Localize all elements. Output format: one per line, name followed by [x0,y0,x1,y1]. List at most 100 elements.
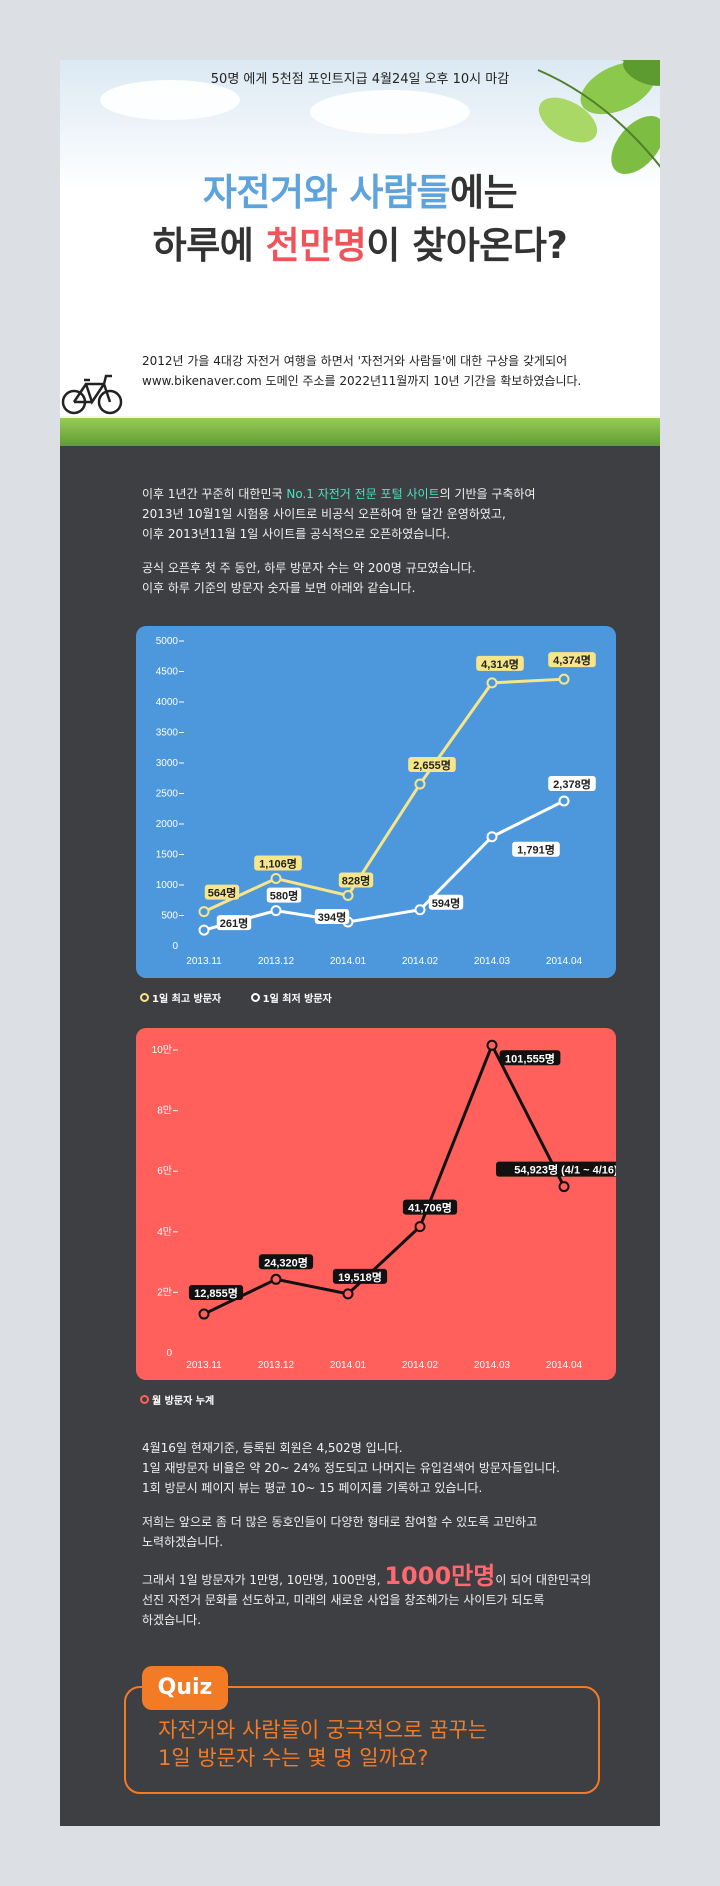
data-point [342,1288,354,1300]
y-tick-label: 0 [166,1348,172,1359]
data-label-bg [188,1285,244,1301]
data-label: 4,314명 [481,657,519,671]
data-label-bg [408,757,456,773]
quiz-box [124,1686,600,1794]
data-label-bg [338,872,374,888]
leaves-icon [537,60,660,175]
text-line: 이후 1년간 꾸준히 대한민국 [142,487,287,501]
data-label-bg [258,1254,314,1270]
y-tick-label: 3000 [156,758,179,769]
grass-strip [60,416,660,446]
x-tick-label: 2014.04 [546,1360,583,1371]
monthly-visitors-chart: 10만 8만 6만 4만 2만 0 2013.11 2013.12 2014.01 2014.02… [136,1028,616,1380]
text-line: 하겠습니다. [142,1613,202,1627]
data-label: 101,555명 [505,1051,555,1065]
data-point [558,795,570,807]
text-line: 1일 재방문자 비율은 약 20~ 24% 정도되고 나머지는 유입검색어 방문… [142,1461,560,1475]
data-label-bg [428,894,464,910]
title-text: 하루에 [152,224,266,267]
title-text: 이 찾아온다? [366,224,568,267]
data-label: 564명 [208,886,236,900]
y-tick-label: 2000 [156,819,179,830]
data-point [414,778,426,790]
data-point [486,677,498,689]
data-label: 12,855명 [194,1286,238,1300]
data-label-bg [332,1268,388,1284]
quiz-tag: Quiz [142,1666,228,1710]
y-tick-label: 4500 [156,667,179,678]
y-tick-label: 1500 [156,850,179,861]
intro-line: www.bikenaver.com 도메인 주소를 2022년11월까지 10년… [142,374,582,388]
data-label: 580명 [270,889,298,903]
data-label-bg [266,887,302,903]
data-label: 2,655명 [413,758,451,772]
y-tick-label: 2500 [156,789,179,800]
quiz-line: 자전거와 사람들이 궁극적으로 꿈꾸는 [158,1718,488,1742]
data-label-bg [499,1050,561,1066]
text-line: 4월16일 현재기준, 등록된 회원은 4,502명 입니다. [142,1441,403,1455]
series-line [203,799,565,932]
promo-banner: 50명 에게 5천점 포인트지급 4월24일 오후 10시 마감 [210,72,510,87]
data-label: 261명 [220,916,248,930]
data-point [486,831,498,843]
x-tick-label: 2014.03 [474,1360,511,1371]
fence-line [60,416,660,421]
x-tick-label: 2014.02 [402,1360,439,1371]
text-line: 공식 오픈후 첫 주 동안, 하루 방문자 수는 약 200명 규모였습니다. [142,561,476,575]
intro-line: 2012년 가을 4대강 자전거 여행을 하면서 '자전거와 사람들'에 대한 … [142,354,568,368]
data-point [486,1039,498,1051]
text-line: 그래서 1일 방문자가 1만명, 10만명, 100만명, [142,1573,385,1587]
x-tick-label: 2014.03 [474,956,511,967]
y-tick-label: 4만 [157,1226,172,1238]
page-title: 자전거와 사람들에는 하루에 천만명이 찾아온다? [60,166,660,272]
body-text-1: 이후 1년간 꾸준히 대한민국 No.1 자전거 전문 포털 사이트의 기반을 … [142,484,622,598]
legend-monthly-label: 월 방문자 누계 [152,1396,215,1407]
y-tick-label: 10만 [152,1044,172,1056]
data-label: 24,320명 [264,1255,308,1269]
data-label-bg [204,884,240,900]
data-label: 2,378명 [553,777,591,791]
text-line: 의 기반을 구축하여 [439,487,536,501]
y-tick-label: 0 [172,941,178,952]
data-label-bg [548,775,596,791]
data-label: 4,374명 [553,653,591,667]
data-label: 1,106명 [259,857,297,871]
hero-section: 50명 에게 5천점 포인트지급 4월24일 오후 10시 마감 자전거와 사람… [60,60,660,446]
data-label: 1,791명 [517,843,555,857]
data-label: 394명 [318,910,346,924]
y-tick-label: 3500 [156,728,179,739]
quiz-question: 자전거와 사람들이 궁극적으로 꿈꾸는 1일 방문자 수는 몇 명 일까요? [158,1716,487,1772]
x-tick-label: 2013.12 [258,1360,295,1371]
data-point [270,905,282,917]
data-label: 41,706명 [408,1201,452,1215]
data-label: 54,923명 (4/1 ~ 4/16) [514,1163,616,1177]
x-tick-label: 2014.01 [330,956,367,967]
y-tick-label: 6만 [157,1165,172,1177]
monthly-visitors-svg: 10만 8만 6만 4만 2만 0 2013.11 2013.12 2014.01 2014.02… [152,1039,616,1371]
text-line: 1회 방문시 페이지 뷰는 평균 10~ 15 페이지를 기록하고 있습니다. [142,1481,483,1495]
y-tick-label: 1000 [156,880,179,891]
body-text-2: 4월16일 현재기준, 등록된 회원은 4,502명 입니다. 1일 재방문자 … [142,1438,622,1630]
x-tick-label: 2014.02 [402,956,439,967]
data-point [414,904,426,916]
legend-min-marker [250,993,260,1002]
legend-min-label: 1일 최저 방문자 [262,994,332,1005]
data-point [198,924,210,936]
text-line: 이후 하루 기준의 방문자 숫자를 보면 아래와 같습니다. [142,581,416,595]
x-tick-label: 2013.12 [258,956,295,967]
y-tick-label: 500 [161,911,178,922]
data-label-bg [496,1161,616,1177]
data-point [270,1273,282,1285]
data-label-bg [314,908,350,924]
text-line: 이후 2013년11월 1일 사이트를 공식적으로 오픈하였습니다. [142,527,451,541]
data-label: 594명 [432,896,460,910]
y-tick-label: 4000 [156,697,179,708]
quiz-line: 1일 방문자 수는 몇 명 일까요? [158,1746,429,1770]
text-line: 2013년 10월1일 시험용 사이트로 비공식 오픈하여 한 달간 운영하였고… [142,507,506,521]
legend-max-label: 1일 최고 방문자 [152,994,222,1005]
daily-visitors-chart: 5000 4500 4000 3500 3000 2500 2000 1500 1000 500 0… [136,626,616,978]
title-text: 에는 [450,171,518,214]
text-line: 저희는 앞으로 좀 더 많은 동호인들이 다양한 형태로 참여할 수 있도록 고… [142,1515,538,1529]
data-label-bg [254,855,302,871]
legend-monthly-marker [140,1395,149,1404]
